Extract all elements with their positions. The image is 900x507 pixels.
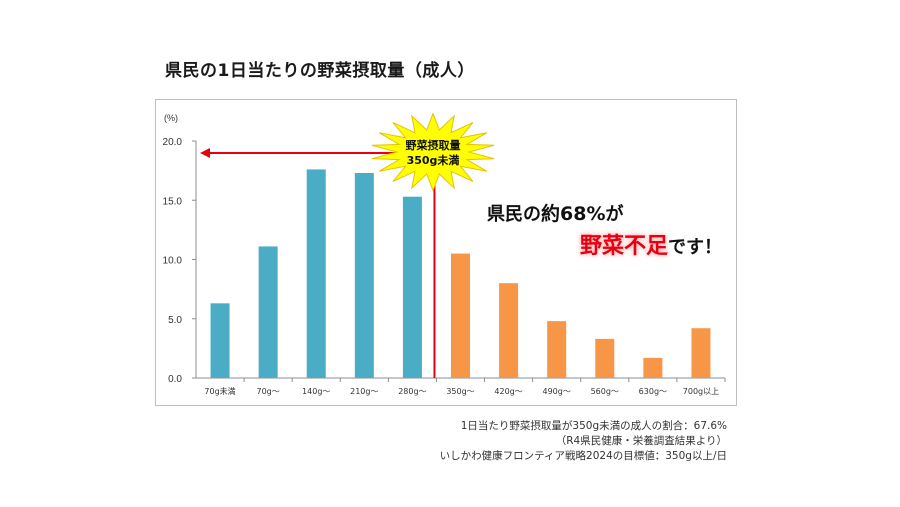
x-tick-label: 350g～ bbox=[446, 387, 474, 396]
bar bbox=[691, 328, 710, 378]
y-tick-label: 0.0 bbox=[168, 374, 182, 385]
callout-part3: が bbox=[605, 204, 623, 225]
callout-part1: 県民の bbox=[487, 204, 541, 225]
y-tick-label: 10.0 bbox=[163, 256, 183, 267]
x-tick-label: 70g未満 bbox=[204, 386, 235, 396]
callout-line-2: 野菜不足です！ bbox=[580, 228, 722, 260]
threshold-arrow-head bbox=[200, 148, 210, 158]
x-tick-label: 420g～ bbox=[494, 387, 522, 396]
x-tick-label: 280g～ bbox=[398, 387, 426, 396]
bar bbox=[451, 254, 470, 378]
bar bbox=[403, 197, 422, 378]
bar bbox=[547, 321, 566, 378]
y-axis-unit: (%) bbox=[164, 113, 178, 123]
callout-red-text: 野菜不足 bbox=[580, 234, 668, 259]
bar bbox=[355, 173, 374, 378]
note-line-3: いしかわ健康フロンティア戦略2024の目標値：350g以上/日 bbox=[440, 448, 727, 463]
starburst-line-1: 野菜摂取量 bbox=[406, 138, 461, 152]
bar bbox=[259, 246, 278, 378]
x-tick-label: 140g～ bbox=[302, 387, 330, 396]
x-tick-label: 630g～ bbox=[639, 387, 667, 396]
callout-part4: です！ bbox=[668, 237, 722, 258]
x-tick-label: 560g～ bbox=[591, 387, 619, 396]
bar bbox=[595, 339, 614, 378]
bar bbox=[211, 303, 230, 378]
bar bbox=[643, 358, 662, 378]
x-tick-label: 210g～ bbox=[350, 387, 378, 396]
callout-line-1: 県民の約68%が bbox=[487, 199, 623, 226]
x-tick-label: 70g～ bbox=[257, 387, 280, 396]
chart-bars bbox=[211, 169, 711, 378]
x-tick-label: 490g～ bbox=[543, 387, 571, 396]
y-tick-label: 5.0 bbox=[168, 315, 182, 326]
bar bbox=[499, 283, 518, 378]
bar bbox=[307, 169, 326, 378]
x-tick-label: 700g以上 bbox=[683, 387, 719, 396]
callout-percent: 約68% bbox=[541, 203, 605, 225]
starburst-line-2: 350g未満 bbox=[407, 153, 460, 167]
note-line-1: 1日当たり野菜摂取量が350g未満の成人の割合：67.6% bbox=[461, 418, 727, 433]
note-line-2: （R4県民健康・栄養調査結果より） bbox=[556, 433, 727, 448]
y-tick-label: 15.0 bbox=[163, 196, 183, 207]
y-tick-label: 20.0 bbox=[163, 137, 183, 148]
